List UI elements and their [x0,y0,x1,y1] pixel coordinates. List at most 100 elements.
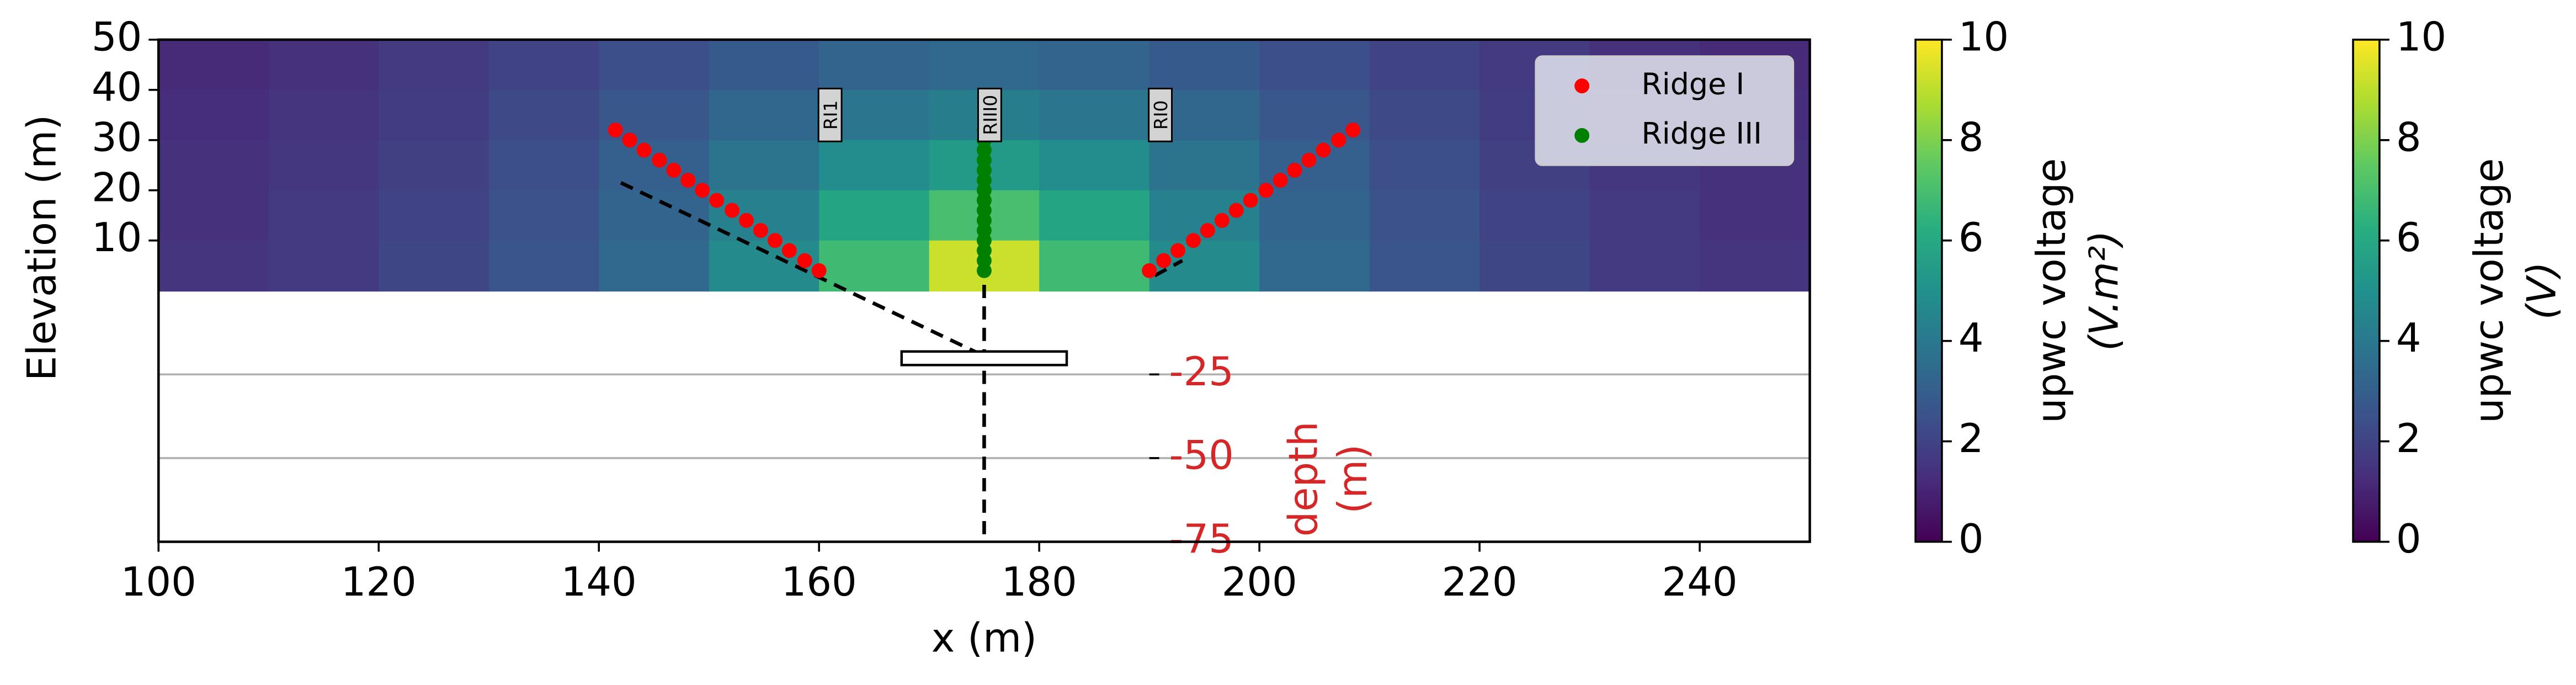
depth-axis-label: (m) [1329,444,1376,514]
scatter-point [1301,152,1317,168]
heatmap-cell [599,190,710,242]
heatmap-cell [1589,240,1701,292]
y-tick-label: 40 [92,63,142,110]
source-box [900,350,1068,367]
x-tick-label: 100 [121,559,196,605]
colorbar-tick-label: 10 [2396,13,2446,60]
annotation-text: RI0 [1150,100,1172,130]
heatmap-cell [819,240,930,292]
heatmap-cell [1589,190,1701,242]
scatter-point [797,253,812,268]
heatmap-cell [268,39,380,91]
heatmap-cell [1700,190,1811,242]
scatter-point [1316,142,1331,158]
heatmap-cell [709,89,820,141]
legend-frame [1535,55,1795,166]
colorbar-tick-label: 6 [1958,214,1984,261]
heatmap-cell [379,190,490,242]
colorbar-tick-label: 0 [1958,516,1984,562]
scatter-point [1142,263,1157,278]
scatter-point [1170,243,1185,258]
scatter-point [1185,233,1201,248]
legend-marker [1574,128,1590,143]
heatmap-cell [1259,240,1371,292]
colorbar-tick-label: 0 [2396,516,2421,562]
annotation: RIII0 [977,87,1002,142]
heatmap-cell [379,89,490,141]
plot-frame [157,38,1811,543]
x-tick-label: 160 [781,559,857,605]
heatmap-cell [709,39,820,91]
annotation: RI1 [817,87,843,142]
heatmap-cell [379,39,490,91]
heatmap-cell [158,39,270,91]
x-axis-label: x (m) [932,615,1037,661]
heatmap-cell [488,39,600,91]
heatmap-cell [1039,240,1151,292]
legend-label: Ridge I [1641,66,1744,101]
scatter-point [811,263,827,278]
x-tick-label: 140 [561,559,637,605]
heatmap-cell [929,39,1040,91]
scatter-point [1345,123,1361,138]
heatmap-cell [268,190,380,242]
scatter-point [622,132,637,148]
heatmap-cell [1039,140,1151,192]
colorbar [1914,39,1943,543]
scatter-point [709,193,725,208]
heatmap-cell [599,240,710,292]
scatter-point [680,173,696,188]
legend-marker [1574,78,1590,94]
depth-tick-label: -75 [1169,516,1234,562]
heatmap-cell [819,39,930,91]
colorbar-tick-label: 8 [1958,114,1984,160]
heatmap-cell [1369,39,1481,91]
heatmap-cell [158,89,270,141]
heatmap-cell [1369,140,1481,192]
heatmap-cell [1479,240,1591,292]
scatter-point [636,142,652,158]
colorbar-tick-label: 4 [2396,315,2421,361]
annotation-box [1148,87,1173,142]
colorbar-label: upwc voltage [2028,158,2074,423]
scatter-point [652,152,667,168]
heatmap-cell [488,140,600,192]
scatter-point [666,162,682,178]
heatmap-cell [158,190,270,242]
colorbar-tick-label: 10 [1958,13,2009,60]
heatmap-cell [1369,89,1481,141]
scatter-point [1287,162,1302,178]
heatmap-cell [379,140,490,192]
heatmap-cell [1259,39,1371,91]
y-tick-label: 50 [92,13,142,60]
annotation-text: RIII0 [980,95,1001,135]
heatmap-cell [158,240,270,292]
x-tick-label: 200 [1222,559,1297,605]
colorbar-tick-label: 2 [2396,415,2421,461]
heatmap-cell [709,140,820,192]
heatmap-cell [379,240,490,292]
colorbar-label: upwc voltage [2466,158,2512,423]
x-tick-label: 180 [1002,559,1077,605]
heatmap-cell [158,140,270,192]
annotation: RI0 [1148,87,1173,142]
scatter-point [1156,253,1172,268]
legend-label: Ridge III [1641,116,1762,151]
heatmap-cell [1149,39,1260,91]
y-axis-label: Elevation (m) [18,115,65,381]
heatmap-cell [599,39,710,91]
heatmap-cell [1039,39,1151,91]
heatmap-cell [268,89,380,141]
scatter-point [1200,223,1215,238]
heatmap-cell [1039,190,1151,242]
heatmap-cell [1369,190,1481,242]
scatter-point [1331,132,1346,148]
x-tick-label: 240 [1662,559,1738,605]
annotation-box [817,87,843,142]
colorbar [2352,39,2381,543]
heatmap-cell [488,89,600,141]
scatter-point [739,213,754,228]
heatmap-cell [1259,190,1371,242]
y-tick-label: 20 [92,164,142,210]
